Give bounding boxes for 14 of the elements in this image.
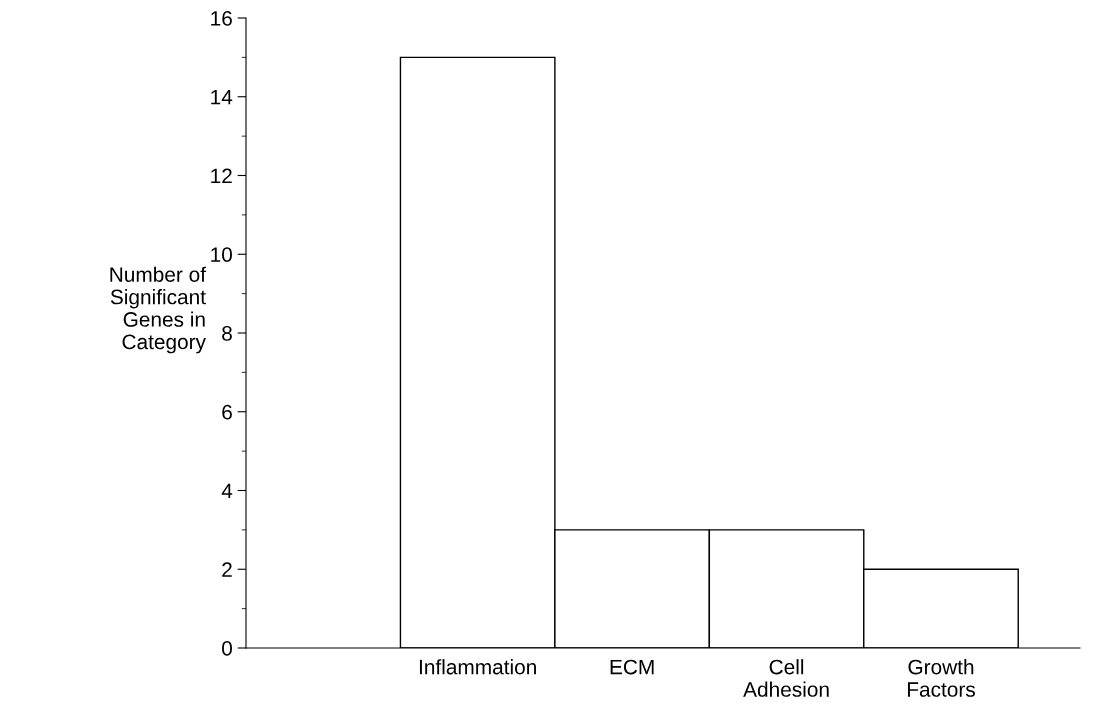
y-tick-label: 14 [211, 89, 233, 105]
x-tick-label: Cell Adhesion [743, 659, 829, 697]
y-tick-label: 0 [222, 641, 232, 656]
y-tick-label: 2 [222, 562, 232, 577]
x-tick-label: ECM [610, 659, 654, 675]
y-tick-label: 4 [221, 483, 233, 499]
y-tick-label: 8 [222, 326, 232, 341]
x-tick-label: Inflammation [419, 659, 536, 675]
y-tick-label: 12 [211, 168, 232, 184]
x-tick-label: Growth Factors [907, 659, 975, 697]
y-axis-title: Number of Significant Genes in Category [110, 266, 207, 354]
y-tick-label: 16 [211, 11, 232, 26]
y-tick-label: 10 [211, 247, 232, 262]
y-tick-label: 6 [222, 404, 232, 420]
